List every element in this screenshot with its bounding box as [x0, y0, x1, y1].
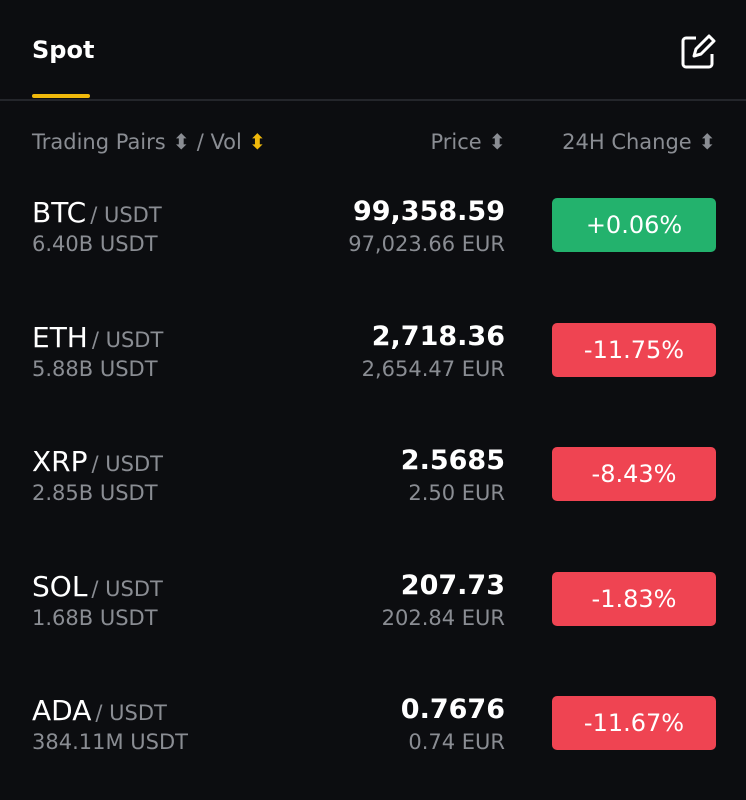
base: SOL / USDT — [32, 570, 163, 603]
fiat-price: 202.84 EUR — [381, 605, 505, 630]
base-symbol: XRP — [32, 445, 88, 478]
header-price[interactable]: Price ⬍ — [430, 130, 506, 154]
volume: 5.88B USDT — [32, 356, 158, 381]
label: / Vol — [196, 130, 242, 154]
quote-symbol: / USDT — [91, 452, 163, 476]
base: ADA / USDT — [32, 694, 167, 727]
label: 24H Change — [562, 130, 692, 154]
label: Trading Pairs — [32, 130, 166, 154]
pair-row[interactable]: ETH / USDT 5.88B USDT 2,718.36 2,654.47 EUR -… — [0, 305, 746, 429]
label: Price — [430, 130, 482, 154]
base: ETH / USDT — [32, 321, 163, 354]
fiat-price: 0.74 EUR — [408, 730, 505, 754]
base-symbol: BTC — [32, 196, 87, 229]
volume: 384.11M USDT — [32, 730, 188, 754]
header-pairs[interactable]: Trading Pairs ⬍ / Vol ⬍ — [32, 130, 267, 154]
divider — [0, 99, 746, 101]
header-change[interactable]: 24H Change ⬍ — [562, 130, 716, 154]
change-badge[interactable]: -11.67% — [552, 696, 716, 750]
pair-row[interactable]: SOL / USDT 1.68B USDT 207.73 202.84 EUR -1.83… — [0, 554, 746, 678]
fiat-price: 2.50 EUR — [408, 481, 505, 505]
price: 207.73 — [400, 569, 505, 601]
edit-icon[interactable] — [680, 34, 716, 70]
fiat-price: 97,023.66 EUR — [348, 232, 505, 256]
change-badge[interactable]: -1.83% — [552, 571, 716, 626]
change-badge[interactable]: +0.06% — [552, 198, 716, 252]
base: BTC / USDT — [32, 196, 162, 229]
base-symbol: SOL — [32, 569, 88, 603]
quote-symbol: / USDT — [91, 576, 163, 601]
base-symbol: ETH — [32, 320, 88, 354]
quote-symbol: / USDT — [91, 327, 164, 352]
tab[interactable]: Spot — [32, 36, 95, 64]
price: 99,358.59 — [352, 196, 505, 227]
price: 2,718.36 — [371, 320, 505, 352]
volume: 2.85B USDT — [32, 481, 158, 505]
pair-row[interactable]: BTC / USDT 6.40B USDT 99,358.59 97,023.66 EU… — [0, 180, 746, 304]
quote-symbol: / USDT — [95, 701, 167, 725]
pair-row[interactable]: ADA / USDT 384.11M USDT 0.7676 0.74 EUR -11.6… — [0, 678, 746, 800]
quote-symbol: / USDT — [90, 203, 162, 227]
volume: 6.40B USDT — [32, 232, 158, 256]
base-symbol: ADA — [32, 694, 92, 727]
base: XRP / USDT — [32, 445, 163, 478]
pair-row[interactable]: XRP / USDT 2.85B USDT 2.5685 2.50 EUR -8.43% — [0, 429, 746, 553]
volume: 1.68B USDT — [32, 605, 158, 630]
change-badge[interactable]: -11.75% — [552, 322, 716, 377]
fiat-price: 2,654.47 EUR — [361, 356, 505, 381]
price: 0.7676 — [400, 694, 505, 725]
tab-indicator — [32, 94, 90, 98]
change-badge[interactable]: -8.43% — [552, 447, 716, 501]
price: 2.5685 — [400, 445, 505, 476]
